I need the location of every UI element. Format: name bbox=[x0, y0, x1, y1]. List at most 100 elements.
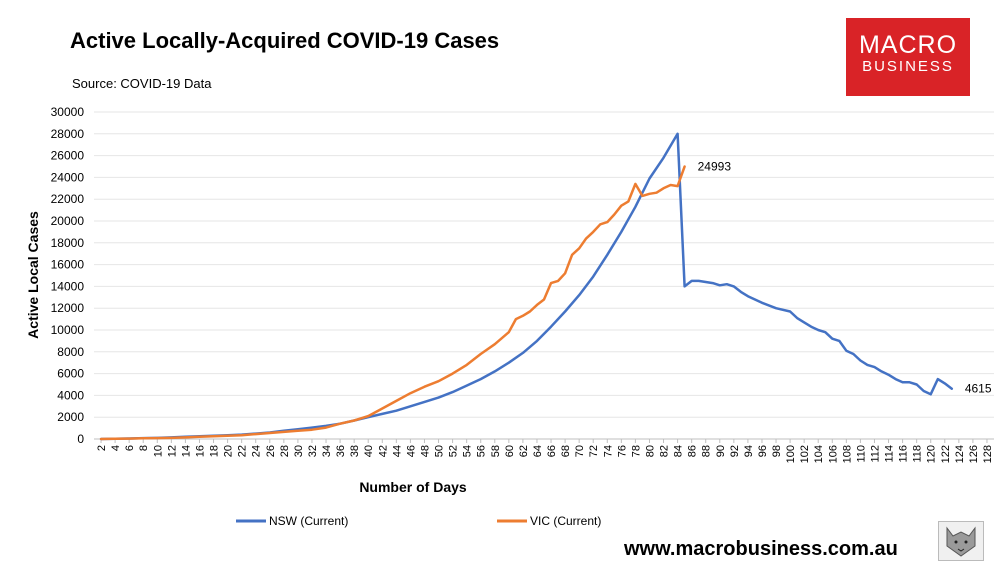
x-tick-label: 72 bbox=[588, 445, 600, 457]
wolf-mascot-icon bbox=[938, 521, 984, 561]
legend-label: VIC (Current) bbox=[530, 514, 601, 528]
series-lines bbox=[99, 132, 954, 441]
x-tick-label: 110 bbox=[855, 445, 867, 463]
y-tick-label: 22000 bbox=[51, 192, 85, 206]
chart-title: Active Locally-Acquired COVID-19 Cases bbox=[70, 28, 500, 53]
data-labels: 24993 4615 bbox=[698, 160, 992, 396]
y-tick-label: 20000 bbox=[51, 214, 85, 228]
x-tick-label: 118 bbox=[912, 445, 924, 463]
y-tick-label: 0 bbox=[77, 432, 84, 446]
x-tick-label: 58 bbox=[490, 445, 502, 457]
y-tick-label: 12000 bbox=[51, 301, 85, 315]
x-tick-label: 60 bbox=[504, 445, 516, 457]
y-axis-tick-labels: 0 2000 4000 6000 8000 10000 12000 14000 16000 180… bbox=[51, 105, 85, 446]
x-tick-label: 26 bbox=[265, 445, 277, 457]
macrobusiness-logo: MACRO BUSINESS bbox=[846, 18, 970, 96]
x-tick-label: 68 bbox=[560, 445, 572, 457]
x-tick-label: 76 bbox=[616, 445, 628, 457]
x-tick-label: 38 bbox=[349, 445, 361, 457]
x-tick-label: 54 bbox=[462, 445, 474, 457]
y-tick-label: 10000 bbox=[51, 323, 85, 337]
x-tick-label: 40 bbox=[363, 445, 375, 457]
x-tick-label: 52 bbox=[448, 445, 460, 457]
y-tick-label: 18000 bbox=[51, 236, 85, 250]
logo-line-1: MACRO bbox=[858, 31, 958, 59]
x-tick-label: 102 bbox=[799, 445, 811, 463]
source-note: Source: COVID-19 Data bbox=[72, 76, 212, 91]
x-tick-label: 66 bbox=[546, 445, 558, 457]
x-tick-label: 70 bbox=[574, 445, 586, 457]
y-tick-label: 28000 bbox=[51, 127, 85, 141]
y-tick-label: 14000 bbox=[51, 279, 85, 293]
gridlines bbox=[94, 111, 994, 418]
x-tick-label: 22 bbox=[237, 445, 249, 457]
x-tick-label: 114 bbox=[884, 445, 896, 463]
x-tick-label: 28 bbox=[279, 445, 291, 457]
x-tick-label: 48 bbox=[419, 445, 431, 457]
x-tick-label: 10 bbox=[152, 445, 164, 457]
x-tick-label: 30 bbox=[293, 445, 305, 457]
data-label: 4615 bbox=[965, 382, 992, 396]
x-tick-label: 46 bbox=[405, 445, 417, 457]
x-tick-label: 4 bbox=[110, 445, 122, 451]
y-tick-label: 26000 bbox=[51, 149, 85, 163]
x-tick-label: 20 bbox=[223, 445, 235, 457]
x-tick-label: 8 bbox=[138, 445, 150, 451]
x-tick-label: 108 bbox=[841, 445, 853, 463]
x-tick-label: 44 bbox=[391, 445, 403, 457]
x-tick-label: 92 bbox=[729, 445, 741, 457]
y-tick-label: 24000 bbox=[51, 170, 85, 184]
x-tick-label: 94 bbox=[743, 445, 755, 457]
x-tick-label: 50 bbox=[434, 445, 446, 457]
x-tick-label: 90 bbox=[715, 445, 727, 457]
website-url: www.macrobusiness.com.au bbox=[624, 538, 898, 560]
x-tick-label: 116 bbox=[898, 445, 910, 463]
x-tick-label: 18 bbox=[209, 445, 221, 457]
x-tick-label: 14 bbox=[180, 445, 192, 457]
y-tick-label: 6000 bbox=[57, 367, 84, 381]
y-tick-label: 30000 bbox=[51, 105, 85, 119]
x-tick-label: 78 bbox=[630, 445, 642, 457]
x-tick-label: 100 bbox=[785, 445, 797, 463]
x-tick-label: 6 bbox=[124, 445, 136, 451]
x-tick-label: 82 bbox=[659, 445, 671, 457]
data-label: 24993 bbox=[698, 160, 732, 174]
x-tick-label: 96 bbox=[757, 445, 769, 457]
x-tick-label: 106 bbox=[827, 445, 839, 463]
y-tick-label: 8000 bbox=[57, 345, 84, 359]
x-tick-label: 128 bbox=[982, 445, 994, 463]
x-tick-label: 24 bbox=[251, 445, 263, 457]
x-tick-label: 98 bbox=[771, 445, 783, 457]
x-tick-label: 34 bbox=[321, 445, 333, 457]
x-tick-label: 64 bbox=[532, 445, 544, 457]
x-tick-label: 120 bbox=[926, 445, 938, 463]
legend: NSW (Current) VIC (Current) bbox=[236, 514, 601, 528]
logo-line-2: BUSINESS bbox=[862, 58, 954, 75]
x-tick-label: 126 bbox=[968, 445, 980, 463]
x-tick-label: 84 bbox=[673, 445, 685, 457]
series-line-vic bbox=[99, 165, 686, 441]
y-tick-label: 2000 bbox=[57, 410, 84, 424]
y-axis-label: Active Local Cases bbox=[25, 211, 41, 339]
x-tick-label: 32 bbox=[307, 445, 319, 457]
x-axis-label: Number of Days bbox=[359, 479, 467, 495]
x-tick-label: 36 bbox=[335, 445, 347, 457]
x-tick-label: 112 bbox=[869, 445, 881, 463]
y-tick-label: 4000 bbox=[57, 388, 84, 402]
x-tick-label: 56 bbox=[476, 445, 488, 457]
x-tick-label: 104 bbox=[813, 445, 825, 463]
x-tick-label: 2 bbox=[96, 445, 108, 451]
x-tick-label: 88 bbox=[701, 445, 713, 457]
x-tick-label: 80 bbox=[644, 445, 656, 457]
x-axis-tick-labels: 2 4 6 8 10 12 14 16 18 20 22 24 26 28 30 32 34 36 38 40 42 44… bbox=[96, 439, 994, 463]
x-tick-label: 122 bbox=[940, 445, 952, 463]
x-tick-label: 74 bbox=[602, 445, 614, 457]
legend-label: NSW (Current) bbox=[269, 514, 348, 528]
x-tick-label: 62 bbox=[518, 445, 530, 457]
x-tick-label: 124 bbox=[954, 445, 966, 463]
x-tick-label: 12 bbox=[166, 445, 178, 457]
x-tick-label: 86 bbox=[687, 445, 699, 457]
x-tick-label: 42 bbox=[377, 445, 389, 457]
y-tick-label: 16000 bbox=[51, 258, 85, 272]
